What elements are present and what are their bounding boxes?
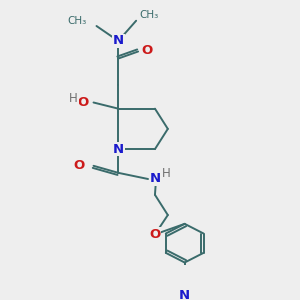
Text: H: H [69, 92, 78, 105]
Text: O: O [74, 159, 85, 172]
Text: N: N [179, 290, 190, 300]
Text: H: H [161, 167, 170, 180]
Text: O: O [77, 96, 88, 109]
Text: O: O [149, 228, 161, 241]
Text: CH₃: CH₃ [139, 11, 158, 20]
Text: N: N [113, 142, 124, 156]
Text: O: O [141, 44, 153, 57]
Text: CH₃: CH₃ [67, 16, 87, 26]
Text: N: N [113, 34, 124, 47]
Text: N: N [150, 172, 161, 185]
